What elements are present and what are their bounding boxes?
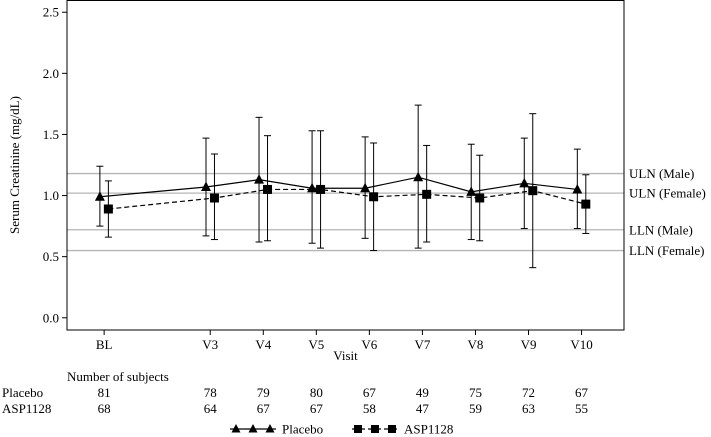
data-point	[581, 199, 591, 209]
data-point	[413, 171, 424, 182]
subjects-count: 67	[257, 401, 271, 416]
legend-label: Placebo	[282, 422, 323, 437]
subjects-count: 80	[310, 385, 323, 400]
reference-line-label: ULN (Female)	[629, 186, 706, 201]
subjects-count: 47	[416, 401, 430, 416]
legend-marker	[371, 425, 379, 433]
series-placebo	[94, 104, 583, 249]
x-axis-title: Visit	[333, 348, 358, 363]
subjects-count: 68	[98, 401, 111, 416]
data-point	[475, 193, 485, 203]
data-point	[103, 204, 113, 214]
y-axis-title: Serum Creatinine (mg/dL)	[7, 96, 22, 234]
reference-lines: ULN (Male) ULN (Female) LLN (Male) LLN (Fem…	[67, 166, 706, 258]
subjects-count: 67	[575, 385, 589, 400]
subjects-count: 58	[363, 401, 376, 416]
legend-marker	[248, 424, 258, 433]
data-point	[360, 182, 371, 193]
subjects-count: 72	[522, 385, 535, 400]
subjects-count: 79	[257, 385, 270, 400]
x-tick-label: V9	[521, 337, 537, 352]
subjects-count: 81	[98, 385, 111, 400]
x-tick-label: V6	[361, 337, 377, 352]
subjects-count: 78	[204, 385, 217, 400]
reference-line-label: LLN (Male)	[629, 222, 693, 237]
data-point	[254, 174, 265, 184]
y-tick-label: 1.5	[43, 127, 59, 142]
legend-marker	[354, 425, 362, 433]
data-point	[200, 181, 211, 191]
reference-line-label: ULN (Male)	[629, 166, 694, 181]
x-tick-label: V3	[202, 337, 218, 352]
x-tick-label: V7	[414, 337, 430, 352]
y-tick-label: 1.0	[43, 188, 59, 203]
subjects-count: 75	[469, 385, 482, 400]
legend-label: ASP1128	[404, 422, 453, 437]
data-point	[94, 191, 105, 201]
data-point	[466, 186, 477, 196]
subjects-count: 55	[575, 401, 588, 416]
x-tick-label: BL	[96, 337, 113, 352]
x-tick-label: V4	[255, 337, 271, 352]
data-point	[209, 193, 219, 203]
data-point	[528, 186, 538, 196]
data-point	[572, 183, 583, 194]
series-layer	[94, 104, 591, 269]
y-tick-label: 0.0	[43, 310, 59, 325]
y-tick-label: 2.0	[43, 66, 59, 81]
legend: Placebo ASP1128	[230, 422, 453, 437]
series-line	[108, 188, 586, 210]
data-point	[263, 184, 273, 194]
subjects-count: 67	[310, 401, 324, 416]
reference-line-label: LLN (Female)	[629, 243, 704, 258]
data-point	[369, 192, 379, 202]
x-tick-label: V5	[308, 337, 324, 352]
y-axis: 0.0 0.5 1.0 1.5 2.0 2.5	[43, 5, 67, 325]
subjects-count: 49	[416, 385, 429, 400]
subjects-count: 67	[363, 385, 377, 400]
series-asp1128	[103, 113, 591, 269]
subjects-heading: Number of subjects	[67, 369, 169, 384]
x-tick-label: V10	[570, 337, 592, 352]
legend-marker	[231, 424, 241, 433]
y-tick-label: 0.5	[43, 249, 59, 264]
subjects-row-label: Placebo	[2, 385, 43, 400]
series-line	[99, 176, 578, 198]
legend-marker	[265, 424, 275, 433]
data-point	[519, 177, 530, 188]
x-axis: BL V3 V4 V5 V6 V7 V8 V9 V10	[96, 330, 593, 352]
data-point	[422, 189, 432, 199]
y-tick-label: 2.5	[43, 5, 59, 20]
subjects-table: Number of subjects Placebo 81 78 79 80 67 49 75…	[2, 369, 589, 416]
subjects-count: 63	[522, 401, 535, 416]
plot-frame	[66, 0, 625, 331]
subjects-count: 59	[469, 401, 482, 416]
x-tick-label: V8	[468, 337, 484, 352]
subjects-count: 64	[204, 401, 218, 416]
data-point	[316, 184, 326, 194]
legend-marker	[388, 425, 396, 433]
subjects-row-label: ASP1128	[2, 401, 51, 416]
